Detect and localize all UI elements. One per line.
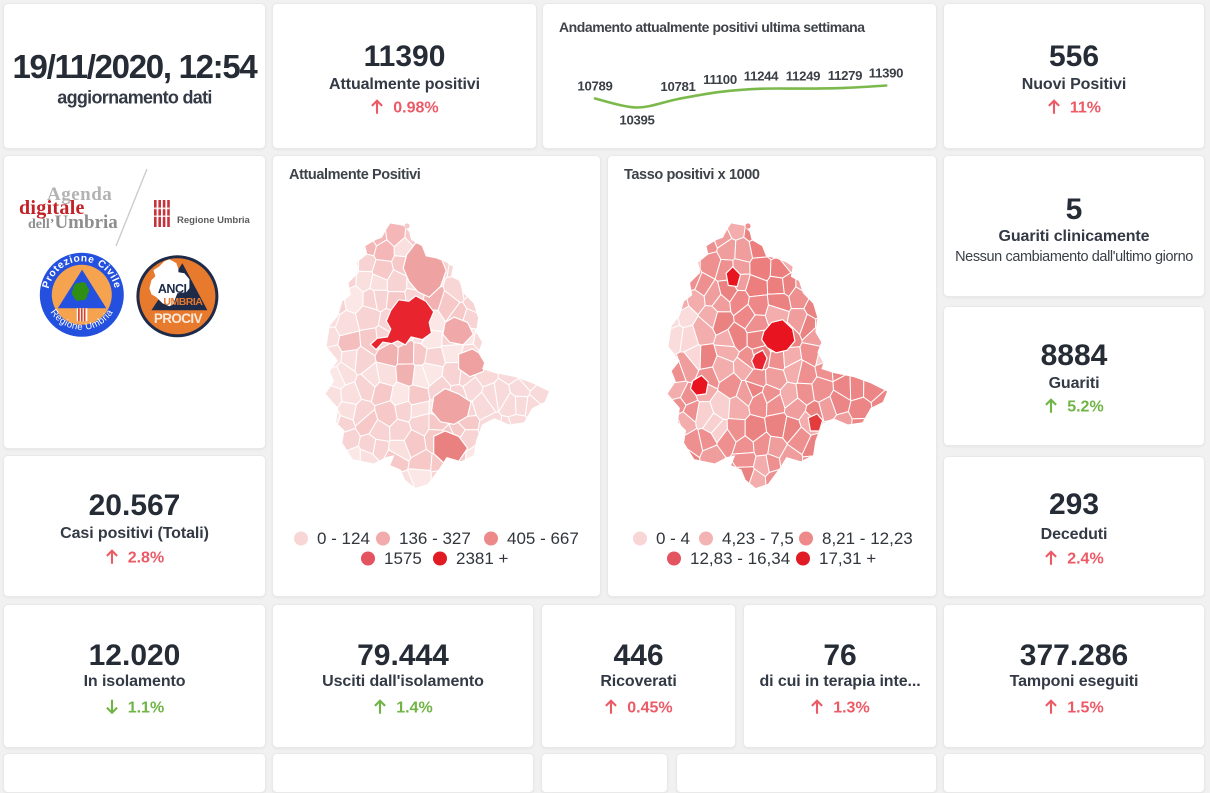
- svg-text:0 - 4: 0 - 4: [656, 529, 690, 548]
- svg-text:405 - 667: 405 - 667: [507, 529, 579, 548]
- svg-text:10781: 10781: [660, 79, 695, 94]
- svg-text:UMBRIA: UMBRIA: [163, 296, 203, 308]
- svg-text:17,31 +: 17,31 +: [819, 549, 876, 568]
- svg-text:8,21 - 12,23: 8,21 - 12,23: [822, 529, 913, 548]
- svg-text:10789: 10789: [577, 79, 612, 94]
- svg-text:PROCIV: PROCIV: [154, 311, 203, 326]
- svg-text:11100: 11100: [703, 72, 737, 87]
- svg-text:0 - 124: 0 - 124: [317, 529, 370, 548]
- svg-text:2381 +: 2381 +: [456, 549, 509, 568]
- svg-text:ANCI: ANCI: [158, 282, 187, 296]
- svg-text:136 - 327: 136 - 327: [399, 529, 471, 548]
- svg-text:4,23 - 7,5: 4,23 - 7,5: [722, 529, 794, 548]
- svg-text:1575: 1575: [384, 549, 422, 568]
- svg-text:11279: 11279: [828, 68, 862, 83]
- svg-text:11244: 11244: [744, 69, 779, 84]
- svg-text:Regione Umbria: Regione Umbria: [177, 215, 251, 226]
- svg-text:11390: 11390: [869, 66, 903, 81]
- svg-text:12,83 - 16,34: 12,83 - 16,34: [690, 549, 790, 568]
- svg-text:11249: 11249: [786, 69, 820, 84]
- svg-text:10395: 10395: [619, 113, 654, 128]
